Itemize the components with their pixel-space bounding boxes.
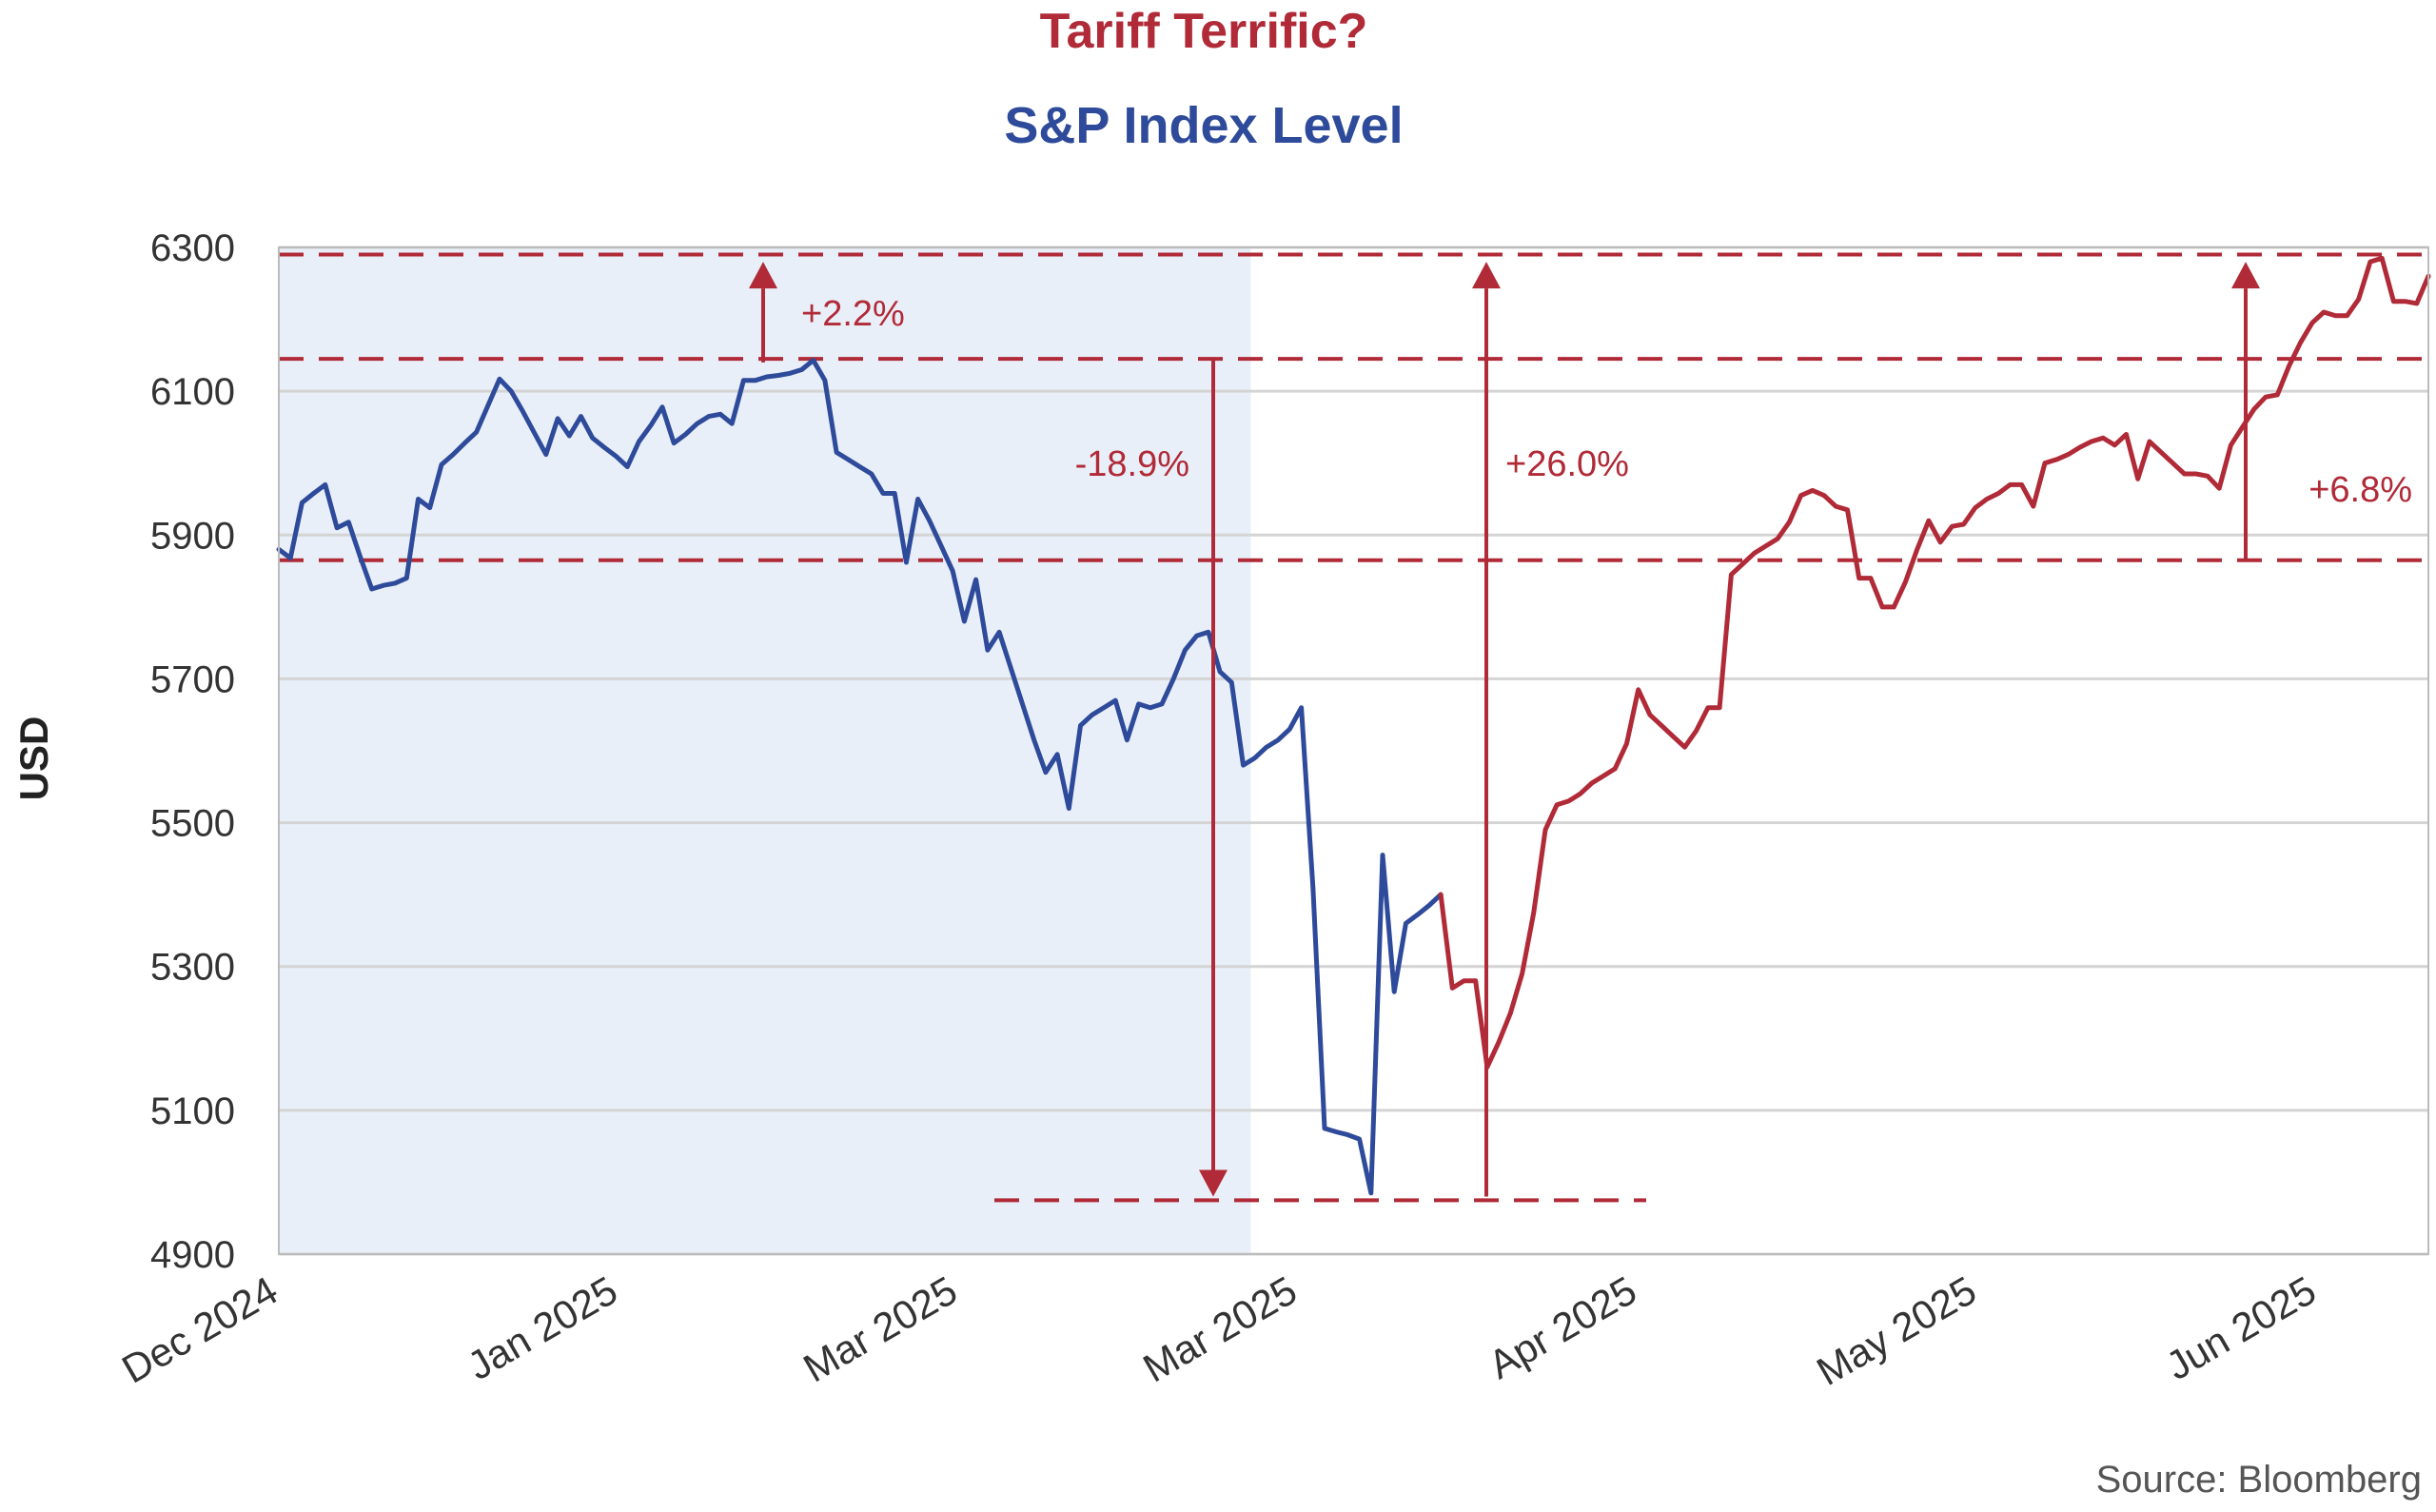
x-tick-label: Apr 2025 — [1481, 1267, 1643, 1387]
y-tick-label: 5700 — [150, 658, 235, 700]
y-tick-label: 5500 — [150, 803, 235, 845]
plot-frame — [278, 246, 2429, 1255]
x-tick-label: Jun 2025 — [2158, 1267, 2323, 1388]
y-tick-label: 6300 — [150, 227, 235, 269]
y-tick-labels: 6300 6100 5900 5700 5500 5300 5100 4900 — [150, 227, 235, 1276]
y-tick-label: 4900 — [150, 1234, 235, 1276]
annotation-arrow-head — [1199, 1169, 1228, 1197]
annotation-label: +26.0% — [1505, 444, 1629, 484]
y-tick-label: 5900 — [150, 515, 235, 557]
source-note: Source: Bloomberg — [2096, 1459, 2422, 1501]
x-tick-label: Dec 2024 — [114, 1267, 285, 1392]
y-tick-label: 6100 — [150, 371, 235, 413]
reference-lines — [279, 252, 2428, 1203]
annotation-label: -18.9% — [1075, 444, 1189, 484]
series-lines — [276, 255, 2431, 1196]
gridlines — [279, 245, 2428, 1256]
annotation-label: +2.2% — [801, 294, 905, 334]
annotation-arrow-head — [749, 262, 777, 289]
annotation-label: +6.8% — [2308, 470, 2412, 510]
x-tick-labels: Dec 2024 Jan 2025 Mar 2025 Mar 2025 Apr 2025… — [114, 1267, 2323, 1394]
y-tick-label: 5100 — [150, 1090, 235, 1132]
x-tick-label: Mar 2025 — [796, 1267, 964, 1390]
annotation-arrow-head — [2231, 262, 2260, 289]
series-line — [276, 358, 1444, 1196]
chart-subtitle: S&P Index Level — [1004, 97, 1403, 154]
x-tick-label: Mar 2025 — [1135, 1267, 1304, 1390]
shaded-period — [279, 247, 1251, 1254]
x-tick-label: May 2025 — [1809, 1267, 1983, 1394]
chart-title: Tariff Terrific? — [1040, 4, 1368, 59]
annotation-arrow-head — [1472, 262, 1501, 289]
y-axis-label: USD — [11, 717, 56, 801]
series-line — [1438, 255, 2431, 1070]
y-tick-label: 5300 — [150, 947, 235, 989]
annotation-arrows: +2.2% -18.9% +26.0% +6.8% — [749, 262, 2412, 1197]
x-tick-label: Jan 2025 — [460, 1267, 624, 1388]
